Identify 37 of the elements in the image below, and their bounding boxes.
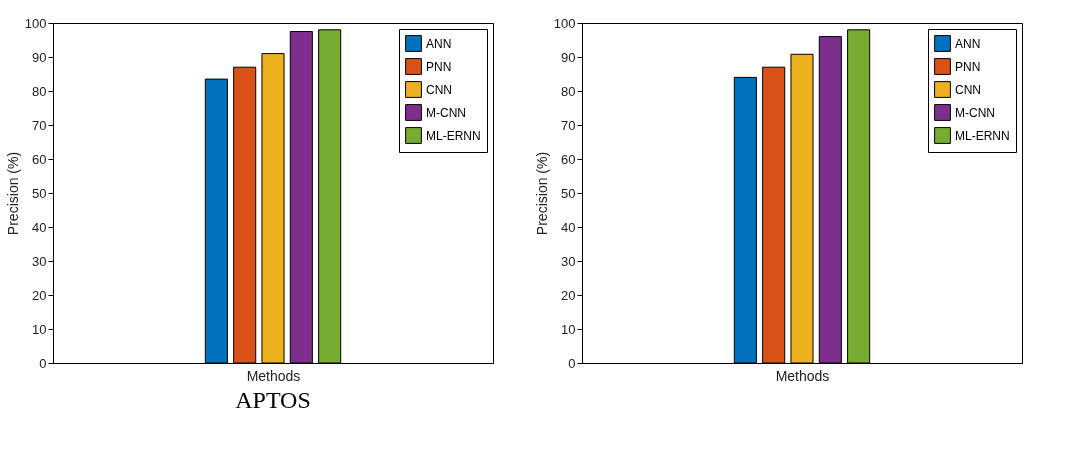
x-axis-title: Methods bbox=[775, 367, 830, 384]
y-tick-label: 20 bbox=[32, 287, 47, 303]
legend-label: CNN bbox=[955, 82, 981, 97]
legend-label: CNN bbox=[426, 82, 452, 97]
legend-label: PNN bbox=[426, 59, 452, 74]
x-axis-title: Methods bbox=[246, 367, 301, 384]
legend-label: ML-ERNN bbox=[426, 128, 481, 143]
y-tick-label: 20 bbox=[561, 287, 576, 303]
y-axis-title: Precision (%) bbox=[533, 151, 550, 236]
legend-label: PNN bbox=[955, 59, 981, 74]
y-tick-label: 60 bbox=[561, 151, 576, 167]
y-tick-label: 40 bbox=[561, 219, 576, 235]
y-tick-label: 100 bbox=[553, 15, 576, 31]
y-tick-label: 80 bbox=[561, 83, 576, 99]
y-tick-label: 0 bbox=[39, 355, 47, 371]
y-tick-label: 80 bbox=[32, 83, 47, 99]
y-tick-label: 40 bbox=[32, 219, 47, 235]
y-tick-label: 30 bbox=[32, 253, 47, 269]
legend-label: ANN bbox=[955, 36, 981, 51]
y-tick-label: 90 bbox=[561, 49, 576, 65]
y-tick-label: 90 bbox=[32, 49, 47, 65]
y-axis-title: Precision (%) bbox=[4, 151, 21, 236]
y-tick-label: 10 bbox=[561, 321, 576, 337]
y-tick-label: 50 bbox=[561, 185, 576, 201]
y-tick-label: 50 bbox=[32, 185, 47, 201]
y-tick-label: 30 bbox=[561, 253, 576, 269]
text: APTOS bbox=[235, 387, 311, 413]
y-tick-label: 0 bbox=[568, 355, 576, 371]
y-tick-label: 70 bbox=[561, 117, 576, 133]
y-tick-label: 10 bbox=[32, 321, 47, 337]
y-tick-label: 70 bbox=[32, 117, 47, 133]
y-tick-label: 60 bbox=[32, 151, 47, 167]
legend-label: M-CNN bbox=[955, 105, 995, 120]
legend-label: M-CNN bbox=[426, 105, 466, 120]
y-tick-label: 100 bbox=[24, 15, 47, 31]
legend-label: ML-ERNN bbox=[955, 128, 1010, 143]
legend-label: ANN bbox=[426, 36, 452, 51]
